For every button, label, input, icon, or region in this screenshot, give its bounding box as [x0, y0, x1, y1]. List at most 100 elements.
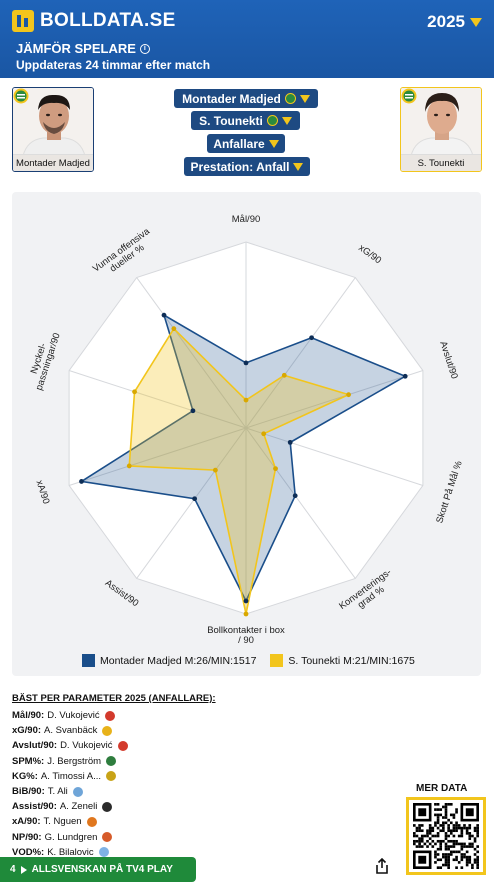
- data-point[interactable]: [281, 372, 287, 378]
- best-row[interactable]: KG%: A. Timossi A...: [12, 769, 312, 784]
- chart-legend: Montader Madjed M:26/MIN:1517 S. Tounekt…: [82, 654, 415, 667]
- player1-selector-label: Montader Madjed: [182, 91, 281, 106]
- year-label: 2025: [427, 12, 465, 31]
- chevron-down-icon: [281, 116, 292, 125]
- data-point[interactable]: [212, 467, 218, 473]
- grid-spoke: [245, 427, 356, 579]
- axis-label: xA/90: [34, 479, 52, 506]
- svg-text:/ 90: / 90: [238, 635, 254, 646]
- legend-swatch-player2: [270, 654, 284, 667]
- best-param: xG/90:: [12, 725, 42, 737]
- qr-code-icon: [413, 803, 479, 869]
- info-icon[interactable]: i: [139, 43, 150, 54]
- data-point[interactable]: [287, 439, 293, 445]
- svg-text:Assist/90: Assist/90: [103, 578, 141, 610]
- best-row[interactable]: xG/90: A. Svanbäck: [12, 723, 312, 738]
- data-point[interactable]: [346, 392, 351, 398]
- best-player: A. Svanbäck: [44, 725, 98, 737]
- best-player: D. Vukojević: [60, 740, 113, 752]
- best-row[interactable]: NP/90: G. Lundgren: [12, 830, 312, 845]
- position-selector-label: Anfallare: [213, 136, 265, 151]
- legend-item-player2[interactable]: S. Tounekti M:21/MIN:1675: [270, 654, 415, 667]
- axis-label: Nyckel-passningar/90: [29, 332, 63, 392]
- best-row[interactable]: xA/90: T. Nguen: [12, 814, 312, 829]
- grid-spoke: [136, 427, 247, 579]
- tv4-play-banner[interactable]: 4 ALLSVENSKAN PÅ TV4 PLAY: [0, 857, 196, 882]
- best-player: A. Timossi A...: [40, 770, 102, 782]
- best-row[interactable]: Mål/90: D. Vukojević: [12, 708, 312, 723]
- data-point[interactable]: [79, 479, 84, 484]
- best-row[interactable]: BiB/90: T. Ali: [12, 784, 312, 799]
- club-badge-icon: [106, 756, 117, 767]
- club-badge-icon: [106, 771, 117, 782]
- data-point[interactable]: [261, 431, 267, 437]
- axis-label: Assist/90: [103, 578, 141, 610]
- best-title: BÄST PER PARAMETER 2025 (ANFALLARE):: [12, 693, 216, 704]
- svg-text:xG/90: xG/90: [356, 243, 383, 267]
- club-badge-icon: [266, 115, 278, 126]
- club-badge-icon: [102, 801, 113, 812]
- data-point[interactable]: [273, 466, 278, 472]
- data-point[interactable]: [243, 397, 249, 403]
- tv4-label: ALLSVENSKAN PÅ TV4 PLAY: [31, 864, 173, 875]
- best-player: G. Lundgren: [44, 831, 98, 843]
- player1-name: Montader Madjed: [13, 154, 93, 171]
- data-point[interactable]: [190, 408, 196, 414]
- mode-selector-label: Prestation: Anfall: [190, 159, 290, 174]
- player1-card[interactable]: Montader Madjed: [12, 87, 94, 172]
- best-param: VOD%:: [12, 846, 45, 858]
- grid-spoke: [136, 277, 247, 429]
- club-badge-icon: [72, 786, 83, 797]
- club-badge-icon: [102, 832, 113, 843]
- share-button[interactable]: [375, 857, 389, 879]
- share-icon: [376, 857, 388, 874]
- data-point[interactable]: [126, 463, 132, 469]
- data-point[interactable]: [243, 598, 249, 604]
- svg-text:Bollkontakter i box: Bollkontakter i box: [207, 625, 285, 636]
- svg-text:Skott På Mål %: Skott På Mål %: [434, 459, 465, 525]
- data-point[interactable]: [192, 496, 198, 502]
- best-param: xA/90:: [12, 816, 41, 828]
- data-point[interactable]: [243, 360, 249, 366]
- player2-selector[interactable]: S. Tounekti: [191, 111, 300, 130]
- best-row[interactable]: Assist/90: A. Zeneli: [12, 799, 312, 814]
- data-point[interactable]: [292, 493, 298, 499]
- player2-name: S. Tounekti: [401, 154, 481, 171]
- data-point[interactable]: [132, 389, 137, 395]
- grid-spoke: [68, 370, 247, 429]
- logo-text: BOLLDATA.SE: [40, 10, 176, 31]
- player1-selector[interactable]: Montader Madjed: [174, 89, 318, 108]
- best-row[interactable]: Avslut/90: D. Vukojević: [12, 738, 312, 753]
- player1-photo: [13, 88, 93, 156]
- data-point[interactable]: [402, 373, 408, 379]
- player2-card[interactable]: S. Tounekti: [400, 87, 482, 172]
- svg-text:xA/90: xA/90: [34, 479, 52, 506]
- mode-selector[interactable]: Prestation: Anfall: [184, 157, 310, 176]
- page-subtitle: Uppdateras 24 timmar efter match: [16, 58, 211, 72]
- legend-item-player1[interactable]: Montader Madjed M:26/MIN:1517: [82, 654, 256, 667]
- grid-spoke: [245, 427, 424, 486]
- best-param: KG%:: [12, 770, 38, 782]
- data-point[interactable]: [309, 335, 314, 341]
- legend-label-player1: Montader Madjed M:26/MIN:1517: [100, 654, 257, 667]
- legend-label-player2: S. Tounekti M:21/MIN:1675: [288, 654, 415, 667]
- data-point[interactable]: [171, 326, 177, 332]
- club-badge-icon: [104, 710, 115, 721]
- chevron-down-icon: [293, 162, 304, 171]
- position-selector[interactable]: Anfallare: [207, 134, 285, 153]
- data-point[interactable]: [243, 611, 249, 617]
- club-badge-icon: [98, 847, 109, 858]
- qr-code[interactable]: [406, 797, 486, 875]
- legend-swatch-player1: [82, 654, 95, 667]
- year-selector[interactable]: 2025: [427, 12, 482, 32]
- data-point[interactable]: [161, 312, 167, 318]
- best-param: Avslut/90:: [12, 740, 58, 752]
- axis-label: Avslut/90: [437, 340, 459, 380]
- best-param: Mål/90:: [12, 710, 45, 722]
- best-row[interactable]: VOD%: K. Bilalovic: [12, 845, 312, 860]
- logo[interactable]: BOLLDATA.SE: [12, 10, 176, 32]
- best-row[interactable]: SPM%: J. Bergström: [12, 754, 312, 769]
- best-player: T. Ali: [47, 786, 68, 798]
- best-param: BiB/90:: [12, 786, 45, 798]
- grid-spoke: [245, 370, 424, 429]
